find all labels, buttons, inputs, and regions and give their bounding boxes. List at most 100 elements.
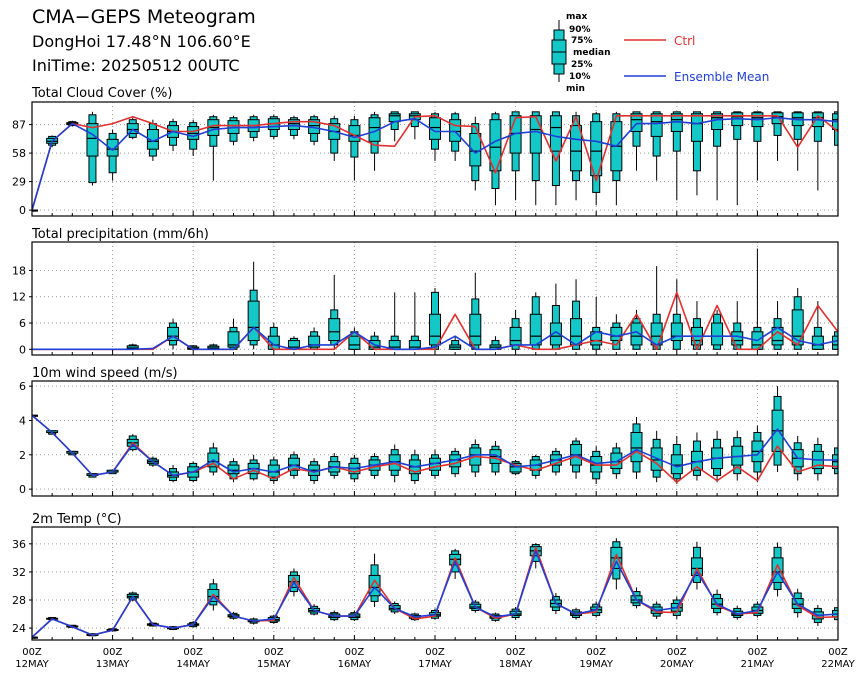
y-tick-label: 6	[19, 317, 26, 330]
station-location: DongHoi 17.48°N 106.60°E	[32, 32, 251, 51]
box-whisker	[489, 111, 502, 206]
box-whisker	[630, 417, 643, 479]
box-whisker	[408, 292, 421, 350]
box-whisker	[469, 272, 482, 350]
box-whisker	[247, 261, 260, 350]
box-whisker	[388, 111, 401, 142]
legend-min-label: min	[566, 84, 585, 94]
box-inner	[711, 113, 724, 131]
y-tick-label: 0	[19, 204, 26, 217]
y-tick-label: 6	[19, 380, 26, 393]
box-whisker	[429, 287, 441, 350]
box-whisker	[247, 454, 260, 481]
box-whisker	[207, 114, 220, 181]
box-whisker	[670, 111, 683, 201]
y-tick-label: 0	[19, 483, 26, 496]
x-hour-label: 00Z	[667, 647, 687, 658]
box-inner	[126, 123, 139, 134]
panel-title: Total precipitation (mm/6h)	[31, 227, 209, 242]
box-inner	[529, 115, 542, 154]
box-inner	[832, 335, 838, 350]
box-whisker	[549, 111, 562, 206]
box-whisker	[771, 542, 784, 597]
x-hour-label: 00Z	[586, 647, 606, 658]
panel-1: 0 29 58 87 Total Cloud Cover (%)	[12, 86, 860, 217]
box-whisker	[791, 287, 804, 350]
y-tick-label: 87	[12, 119, 26, 132]
x-hour-label: 00Z	[425, 647, 445, 658]
box-whisker	[449, 336, 462, 350]
init-time: IniTime: 20250512 00UTC	[32, 56, 240, 75]
box-whisker	[126, 117, 139, 140]
box-whisker	[509, 459, 522, 476]
box-inner	[509, 326, 522, 346]
panel-plot-area	[32, 538, 838, 639]
x-date-label: 12MAY	[15, 659, 49, 670]
x-hour-label: 00Z	[183, 647, 203, 658]
box-whisker	[751, 248, 764, 350]
box-whisker	[630, 111, 643, 171]
box-whisker	[509, 309, 522, 350]
box-inner	[590, 121, 603, 177]
panel-2: 0 6 12 18 Total precipitation (mm/6h)	[12, 227, 860, 356]
x-date-label: 13MAY	[96, 659, 130, 670]
legend-p75-label: 75%	[571, 36, 593, 46]
box-inner	[549, 115, 562, 152]
y-tick-label: 0	[19, 343, 26, 356]
box-inner	[227, 331, 240, 348]
box-inner	[650, 113, 663, 137]
box-whisker	[630, 309, 643, 350]
box-whisker	[670, 279, 683, 350]
box-whisker	[348, 115, 361, 181]
box-whisker	[690, 432, 703, 481]
legend-p10-label: 10%	[569, 72, 591, 82]
box-whisker	[853, 306, 860, 350]
ensemble-mean-line	[32, 550, 838, 638]
box-inner	[670, 322, 683, 342]
box-inner	[853, 446, 860, 463]
box-inner	[630, 322, 643, 346]
box-whisker	[187, 119, 200, 157]
box-inner	[509, 462, 522, 473]
box-inner	[348, 335, 361, 350]
box-whisker	[832, 441, 838, 479]
legend-ctrl-label: Ctrl	[674, 34, 695, 48]
box-whisker	[429, 111, 441, 161]
panel-title: Total Cloud Cover (%)	[31, 86, 172, 101]
y-tick-label: 29	[12, 176, 26, 189]
box-inner	[570, 125, 583, 172]
x-date-label: 22MAY	[821, 659, 855, 670]
box-whisker	[549, 283, 562, 350]
box-inner	[247, 300, 260, 342]
box-whisker	[388, 292, 401, 350]
box-outer	[855, 438, 860, 471]
box-whisker	[650, 111, 663, 181]
panel-plot-area	[32, 111, 860, 212]
line-legend: Ctrl Ensemble Mean	[624, 34, 769, 84]
box-inner	[308, 335, 321, 348]
box-inner	[328, 318, 341, 342]
box-inner	[368, 574, 381, 597]
x-hour-label: 00Z	[345, 647, 365, 658]
box-whisker	[853, 112, 860, 181]
box-whisker	[811, 301, 824, 350]
box-inner	[549, 322, 562, 346]
box-whisker	[287, 115, 300, 140]
box-whisker	[449, 548, 462, 579]
box-inner	[610, 326, 623, 342]
x-date-label: 16MAY	[338, 659, 372, 670]
box-inner	[167, 326, 180, 342]
box-whisker	[529, 292, 542, 350]
y-tick-label: 32	[12, 566, 26, 579]
box-inner	[287, 457, 300, 471]
box-whisker	[328, 274, 341, 350]
box-whisker	[529, 111, 542, 206]
x-hour-label: 00Z	[828, 647, 848, 658]
y-tick-label: 24	[12, 622, 26, 635]
x-hour-label: 00Z	[506, 647, 526, 658]
box-inner	[287, 119, 300, 131]
box-inner	[529, 313, 542, 346]
box-inner	[106, 138, 119, 157]
box-whisker	[287, 336, 300, 350]
